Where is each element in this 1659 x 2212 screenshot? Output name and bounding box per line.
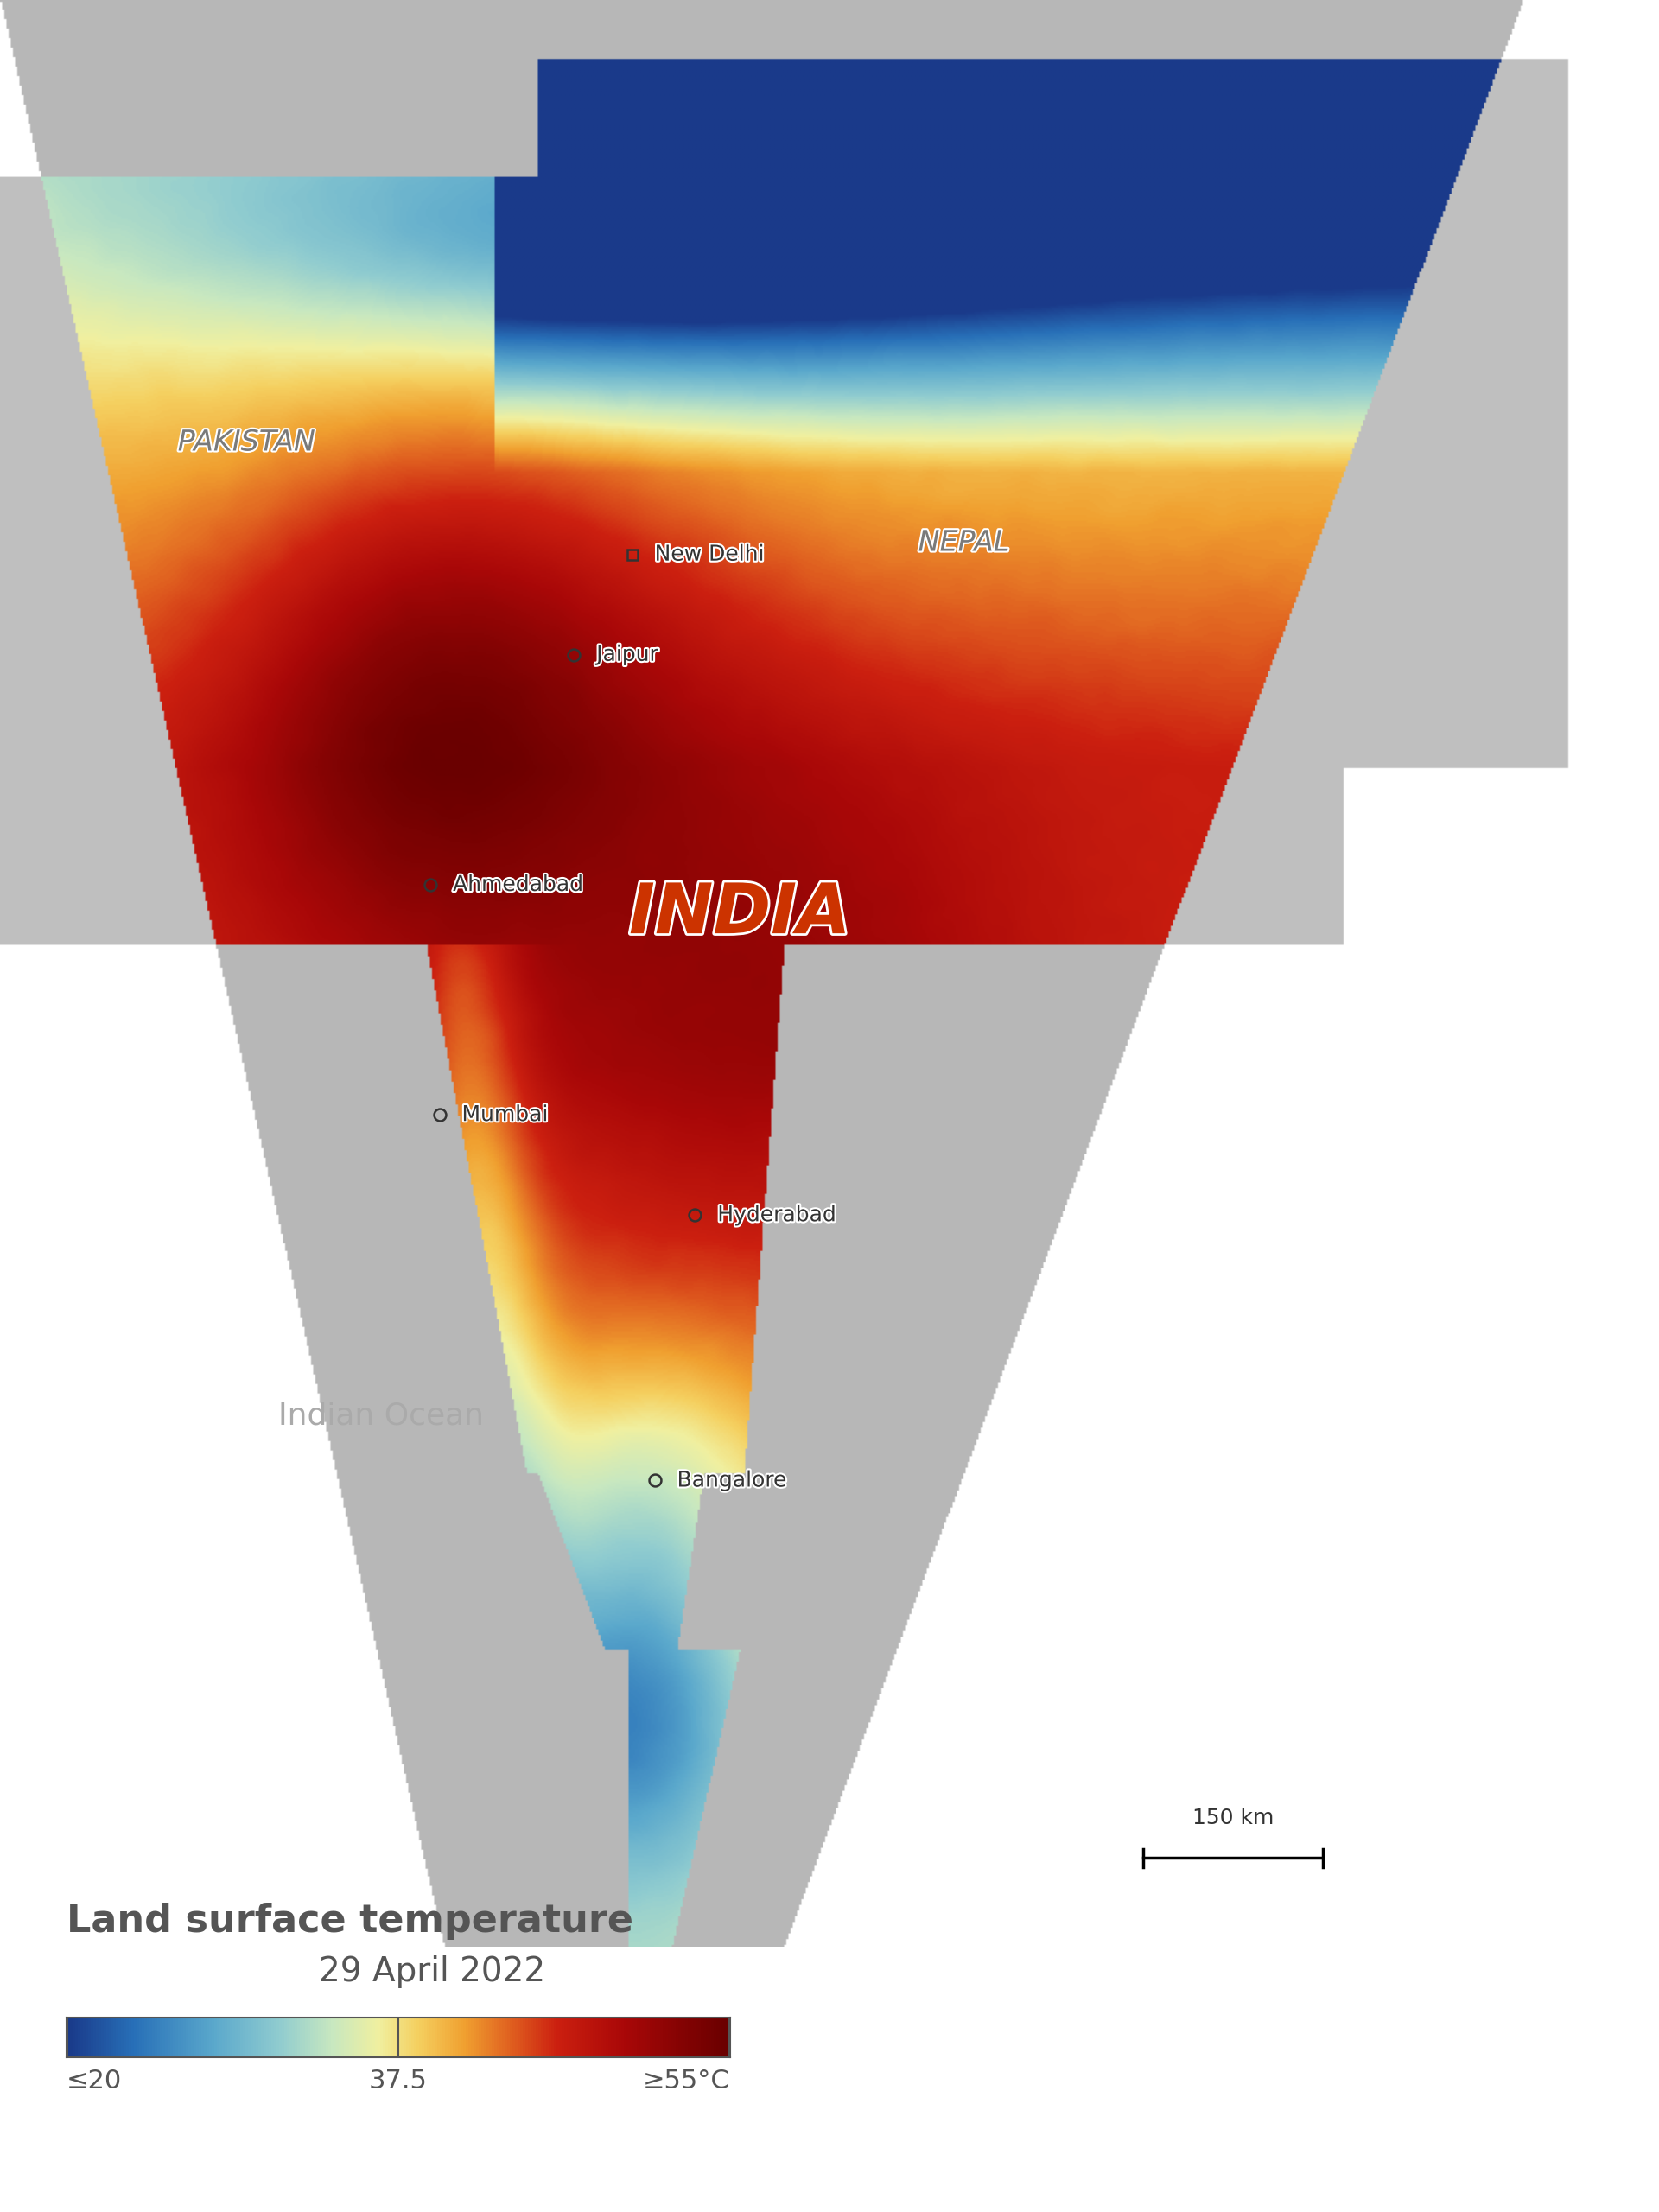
Text: 150 km: 150 km xyxy=(1193,1807,1274,1829)
Text: Jaipur: Jaipur xyxy=(596,644,659,666)
Text: 37.5: 37.5 xyxy=(368,2068,428,2093)
Text: Bangalore: Bangalore xyxy=(677,1471,786,1491)
Text: 29 April 2022: 29 April 2022 xyxy=(319,1955,546,1989)
Text: Ahmedabad: Ahmedabad xyxy=(453,874,584,896)
Text: INDIA: INDIA xyxy=(629,880,851,949)
Text: Land surface temperature: Land surface temperature xyxy=(66,1902,634,1940)
Text: NEPAL: NEPAL xyxy=(917,529,1010,557)
Text: PAKISTAN: PAKISTAN xyxy=(178,429,315,456)
Text: Indian Ocean: Indian Ocean xyxy=(279,1400,484,1431)
Text: Hyderabad: Hyderabad xyxy=(717,1206,836,1225)
Text: ≤20: ≤20 xyxy=(66,2068,121,2093)
Text: New Delhi: New Delhi xyxy=(655,544,765,564)
Text: Mumbai: Mumbai xyxy=(461,1104,547,1126)
Text: ≥55°C: ≥55°C xyxy=(644,2068,730,2093)
